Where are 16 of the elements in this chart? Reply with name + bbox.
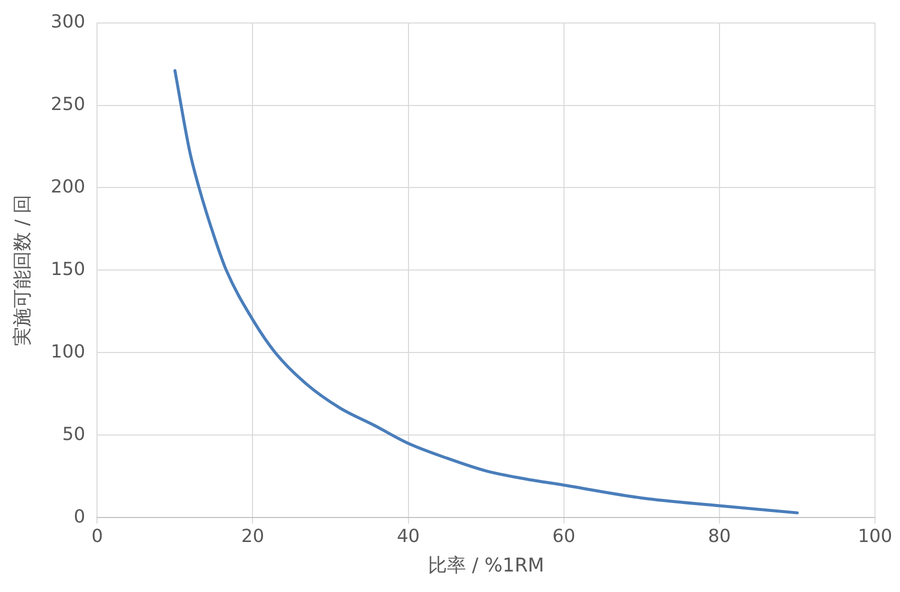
x-tick-label: 0 xyxy=(91,526,103,548)
y-tick-label: 50 xyxy=(62,424,86,445)
y-tick-label: 100 xyxy=(50,341,86,362)
y-tick-label: 0 xyxy=(74,506,86,528)
y-tick-label: 250 xyxy=(50,94,86,115)
x-tick-label: 20 xyxy=(241,526,264,548)
x-tick-label: 40 xyxy=(396,526,420,548)
y-tick-label: 200 xyxy=(50,176,86,198)
x-tick-label: 80 xyxy=(708,526,731,548)
y-tick-label: 300 xyxy=(50,11,86,32)
x-tick-label: 100 xyxy=(858,526,892,548)
y-tick-label: 150 xyxy=(50,258,86,280)
x-axis-title: 比率 / %1RM xyxy=(428,554,544,577)
line-series xyxy=(173,69,799,514)
x-tick-label: 60 xyxy=(552,526,576,548)
y-axis-title: 実施可能回数 / 回 xyxy=(11,194,34,346)
